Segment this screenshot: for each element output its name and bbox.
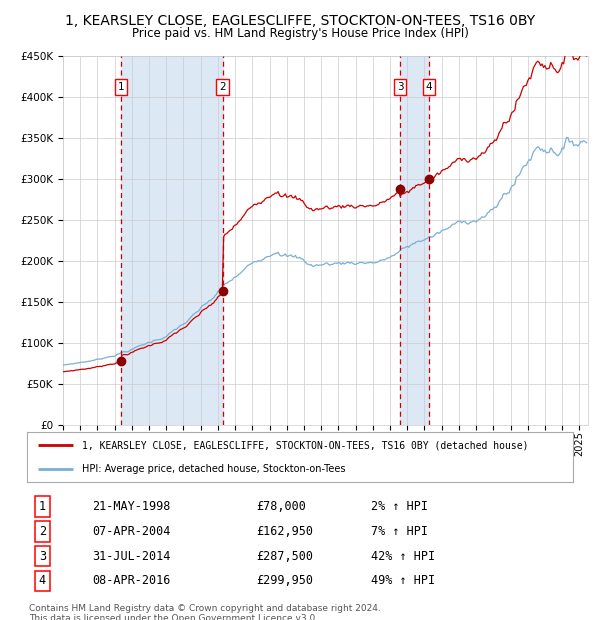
Text: HPI: Average price, detached house, Stockton-on-Tees: HPI: Average price, detached house, Stoc… bbox=[82, 464, 345, 474]
Text: £287,500: £287,500 bbox=[256, 550, 313, 563]
Text: 2: 2 bbox=[39, 525, 46, 538]
Text: 3: 3 bbox=[397, 82, 403, 92]
Text: 1, KEARSLEY CLOSE, EAGLESCLIFFE, STOCKTON-ON-TEES, TS16 0BY: 1, KEARSLEY CLOSE, EAGLESCLIFFE, STOCKTO… bbox=[65, 14, 535, 28]
Text: 4: 4 bbox=[426, 82, 433, 92]
Bar bbox=[121, 56, 223, 425]
Text: This data is licensed under the Open Government Licence v3.0.: This data is licensed under the Open Gov… bbox=[29, 614, 318, 620]
Text: 08-APR-2016: 08-APR-2016 bbox=[92, 575, 171, 588]
Text: Price paid vs. HM Land Registry's House Price Index (HPI): Price paid vs. HM Land Registry's House … bbox=[131, 27, 469, 40]
Text: 3: 3 bbox=[39, 550, 46, 563]
Text: 7% ↑ HPI: 7% ↑ HPI bbox=[371, 525, 428, 538]
Text: 49% ↑ HPI: 49% ↑ HPI bbox=[371, 575, 435, 588]
Text: £299,950: £299,950 bbox=[256, 575, 313, 588]
Text: 1: 1 bbox=[39, 500, 46, 513]
Text: 21-MAY-1998: 21-MAY-1998 bbox=[92, 500, 171, 513]
Text: 42% ↑ HPI: 42% ↑ HPI bbox=[371, 550, 435, 563]
Text: 1, KEARSLEY CLOSE, EAGLESCLIFFE, STOCKTON-ON-TEES, TS16 0BY (detached house): 1, KEARSLEY CLOSE, EAGLESCLIFFE, STOCKTO… bbox=[82, 440, 528, 450]
Text: 07-APR-2004: 07-APR-2004 bbox=[92, 525, 171, 538]
Text: £162,950: £162,950 bbox=[256, 525, 313, 538]
Text: £78,000: £78,000 bbox=[256, 500, 306, 513]
Bar bbox=[400, 56, 429, 425]
Text: 4: 4 bbox=[39, 575, 46, 588]
Text: 31-JUL-2014: 31-JUL-2014 bbox=[92, 550, 171, 563]
Text: Contains HM Land Registry data © Crown copyright and database right 2024.: Contains HM Land Registry data © Crown c… bbox=[29, 604, 380, 613]
Text: 2% ↑ HPI: 2% ↑ HPI bbox=[371, 500, 428, 513]
Text: 1: 1 bbox=[118, 82, 124, 92]
Text: 2: 2 bbox=[219, 82, 226, 92]
